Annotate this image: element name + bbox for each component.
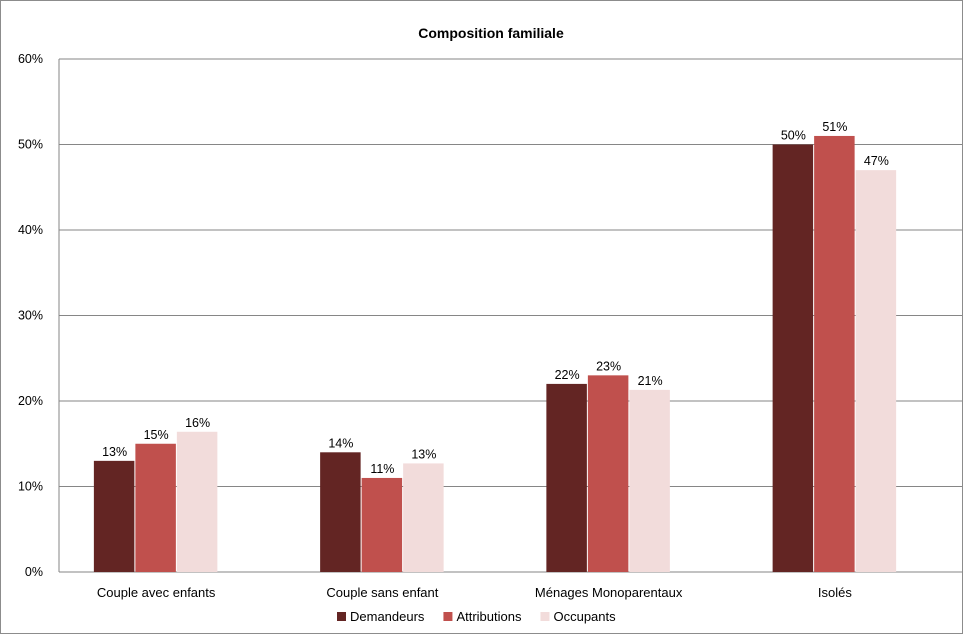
y-tick-label: 20% xyxy=(18,394,43,408)
legend: Demandeurs Attributions Occupants xyxy=(337,609,616,624)
y-tick-label: 10% xyxy=(18,480,43,494)
legend-label: Occupants xyxy=(553,609,616,624)
data-label: 21% xyxy=(638,374,663,388)
x-category-label: Isolés xyxy=(818,585,852,600)
bars xyxy=(93,135,897,572)
data-label: 11% xyxy=(370,462,394,476)
data-label: 13% xyxy=(102,445,127,459)
bar-attributions xyxy=(135,443,176,572)
bar-occupants xyxy=(403,463,444,572)
data-label: 51% xyxy=(822,120,847,134)
y-tick-label: 0% xyxy=(25,565,43,579)
bar-attributions xyxy=(814,135,855,572)
data-label: 14% xyxy=(328,436,353,450)
legend-swatch-attributions xyxy=(443,612,453,621)
data-label: 16% xyxy=(185,416,210,430)
y-tick-label: 60% xyxy=(18,52,43,66)
y-tick-label: 30% xyxy=(18,309,43,323)
data-label: 50% xyxy=(781,129,806,143)
data-labels: 13% 15% 16% 14% 11% 13% 22% 23% 21% 50% 51% 47% xyxy=(102,120,889,476)
bar-demandeurs xyxy=(772,144,814,572)
data-label: 47% xyxy=(864,154,889,168)
y-tick-label: 50% xyxy=(18,138,43,152)
bar-demandeurs xyxy=(93,460,135,572)
x-axis-categories: Couple avec enfants Couple sans enfant Mén… xyxy=(97,585,852,600)
y-axis-ticks: 0% 10% 20% 30% 40% 50% 60% xyxy=(18,52,43,579)
data-label: 15% xyxy=(144,428,169,442)
data-label: 22% xyxy=(555,368,580,382)
y-tick-label: 40% xyxy=(18,223,43,237)
bar-demandeurs xyxy=(546,383,587,572)
x-category-label: Couple sans enfant xyxy=(326,585,438,600)
bar-occupants xyxy=(629,389,670,572)
chart-title: Composition familiale xyxy=(418,25,564,41)
legend-label: Attributions xyxy=(456,609,522,624)
bar-attributions xyxy=(587,375,629,572)
data-label: 23% xyxy=(596,359,621,373)
legend-swatch-demandeurs xyxy=(337,612,346,621)
x-category-label: Couple avec enfants xyxy=(97,585,216,600)
data-label: 13% xyxy=(411,447,436,461)
legend-swatch-occupants xyxy=(540,612,550,621)
x-category-label: Ménages Monoparentaux xyxy=(535,585,683,600)
bar-demandeurs xyxy=(320,452,361,572)
bar-occupants xyxy=(176,431,218,572)
legend-label: Demandeurs xyxy=(350,609,425,624)
bar-occupants xyxy=(855,170,897,572)
bar-attributions xyxy=(361,477,403,572)
